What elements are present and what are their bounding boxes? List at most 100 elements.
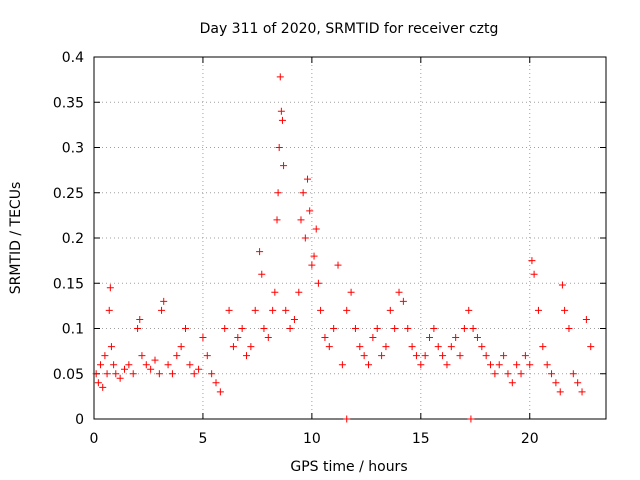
data-point bbox=[155, 370, 163, 378]
data-point bbox=[317, 306, 325, 314]
data-point bbox=[101, 352, 109, 360]
data-point bbox=[460, 325, 468, 332]
data-point bbox=[338, 361, 346, 369]
data-point bbox=[195, 365, 203, 373]
grid bbox=[94, 57, 606, 419]
x-tick-label: 5 bbox=[198, 431, 207, 447]
data-point bbox=[182, 325, 190, 332]
data-point bbox=[556, 388, 564, 396]
data-point bbox=[107, 343, 115, 351]
data-point bbox=[203, 352, 211, 360]
data-point bbox=[247, 343, 255, 351]
data-point bbox=[306, 207, 314, 215]
data-point bbox=[258, 270, 266, 278]
data-point bbox=[430, 325, 438, 332]
data-point bbox=[295, 288, 303, 296]
x-axis-label: GPS time / hours bbox=[290, 459, 407, 475]
data-point bbox=[465, 306, 473, 314]
data-point bbox=[276, 73, 284, 81]
data-point bbox=[290, 315, 298, 323]
data-point bbox=[508, 379, 516, 387]
data-point bbox=[208, 370, 216, 378]
data-point bbox=[147, 365, 155, 373]
data-point bbox=[275, 144, 283, 151]
data-point bbox=[136, 315, 144, 323]
data-point bbox=[286, 325, 294, 332]
y-tick-label: 0.3 bbox=[62, 141, 84, 157]
x-tick-label: 0 bbox=[90, 431, 99, 447]
data-point bbox=[360, 352, 368, 360]
y-tick-label: 0.2 bbox=[62, 231, 84, 247]
data-point bbox=[467, 415, 475, 423]
data-points bbox=[92, 73, 595, 423]
data-point bbox=[310, 252, 318, 260]
data-point bbox=[321, 334, 329, 342]
data-point bbox=[251, 306, 259, 314]
data-point bbox=[343, 306, 351, 314]
data-point bbox=[539, 343, 547, 351]
data-point bbox=[578, 388, 586, 396]
y-axis-label: SRMTID / TECUs bbox=[8, 182, 24, 295]
data-point bbox=[260, 325, 268, 332]
data-point bbox=[417, 361, 425, 369]
data-point bbox=[129, 370, 137, 378]
data-point bbox=[110, 361, 118, 369]
data-point bbox=[356, 343, 364, 351]
data-point bbox=[278, 116, 286, 124]
data-point bbox=[482, 352, 490, 360]
data-point bbox=[412, 352, 420, 360]
data-point bbox=[94, 379, 102, 387]
data-point bbox=[534, 306, 542, 314]
data-point bbox=[256, 248, 264, 256]
y-tick-label: 0.35 bbox=[53, 95, 84, 111]
data-point bbox=[271, 288, 279, 296]
data-point bbox=[456, 352, 464, 360]
data-point bbox=[277, 107, 285, 115]
y-tick-label: 0.25 bbox=[53, 186, 84, 202]
data-point bbox=[158, 306, 166, 314]
data-point bbox=[282, 306, 290, 314]
data-point bbox=[521, 352, 529, 360]
x-tick-label: 10 bbox=[303, 431, 321, 447]
y-tick-label: 0.1 bbox=[62, 322, 84, 338]
data-point bbox=[439, 352, 447, 360]
data-point bbox=[269, 306, 277, 314]
data-point bbox=[243, 352, 251, 360]
data-point bbox=[347, 288, 355, 296]
data-point bbox=[382, 343, 390, 351]
data-point bbox=[116, 374, 124, 382]
data-point bbox=[221, 325, 229, 332]
data-point bbox=[312, 225, 320, 233]
data-point bbox=[229, 343, 237, 351]
data-point bbox=[478, 343, 486, 351]
data-point bbox=[168, 370, 176, 378]
data-point bbox=[491, 370, 499, 378]
data-point bbox=[373, 325, 381, 332]
data-point bbox=[587, 343, 595, 351]
y-tick-label: 0.05 bbox=[53, 367, 84, 383]
data-point bbox=[212, 379, 220, 387]
data-point bbox=[325, 343, 333, 351]
data-point bbox=[334, 261, 342, 269]
data-point bbox=[190, 370, 198, 378]
y-tick-label: 0.4 bbox=[62, 50, 84, 66]
data-point bbox=[386, 306, 394, 314]
y-tick-label: 0.15 bbox=[53, 276, 84, 292]
data-point bbox=[314, 279, 322, 287]
data-point bbox=[92, 370, 100, 378]
data-point bbox=[173, 352, 181, 360]
data-point bbox=[142, 361, 150, 369]
data-point bbox=[99, 383, 107, 391]
data-point bbox=[330, 325, 338, 332]
data-point bbox=[369, 334, 377, 342]
data-point bbox=[447, 343, 455, 351]
data-point bbox=[543, 361, 551, 369]
data-point bbox=[238, 325, 246, 332]
data-point bbox=[408, 343, 416, 351]
data-point bbox=[112, 370, 120, 378]
data-point bbox=[121, 365, 129, 373]
data-point bbox=[365, 361, 373, 369]
data-point bbox=[301, 234, 309, 242]
data-point bbox=[395, 288, 403, 296]
